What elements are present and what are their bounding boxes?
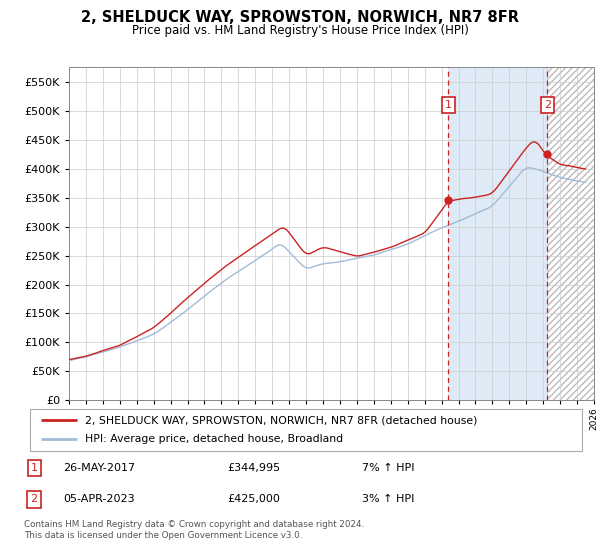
Text: £344,995: £344,995 — [227, 463, 280, 473]
Text: 26-MAY-2017: 26-MAY-2017 — [64, 463, 136, 473]
Bar — [448, 67, 547, 400]
Text: 7% ↑ HPI: 7% ↑ HPI — [362, 463, 415, 473]
Text: Price paid vs. HM Land Registry's House Price Index (HPI): Price paid vs. HM Land Registry's House … — [131, 24, 469, 36]
FancyBboxPatch shape — [30, 409, 582, 451]
Text: Contains HM Land Registry data © Crown copyright and database right 2024.
This d: Contains HM Land Registry data © Crown c… — [24, 520, 364, 540]
Text: 2: 2 — [544, 100, 551, 110]
Text: 2: 2 — [31, 494, 38, 505]
Bar — [547, 67, 600, 400]
Text: 1: 1 — [445, 100, 452, 110]
Text: HPI: Average price, detached house, Broadland: HPI: Average price, detached house, Broa… — [85, 435, 343, 445]
Text: £425,000: £425,000 — [227, 494, 280, 505]
Text: 2, SHELDUCK WAY, SPROWSTON, NORWICH, NR7 8FR (detached house): 2, SHELDUCK WAY, SPROWSTON, NORWICH, NR7… — [85, 415, 478, 425]
Text: 05-APR-2023: 05-APR-2023 — [64, 494, 135, 505]
Text: 2, SHELDUCK WAY, SPROWSTON, NORWICH, NR7 8FR: 2, SHELDUCK WAY, SPROWSTON, NORWICH, NR7… — [81, 10, 519, 25]
Text: 1: 1 — [31, 463, 38, 473]
Bar — [547, 67, 600, 400]
Text: 3% ↑ HPI: 3% ↑ HPI — [362, 494, 415, 505]
